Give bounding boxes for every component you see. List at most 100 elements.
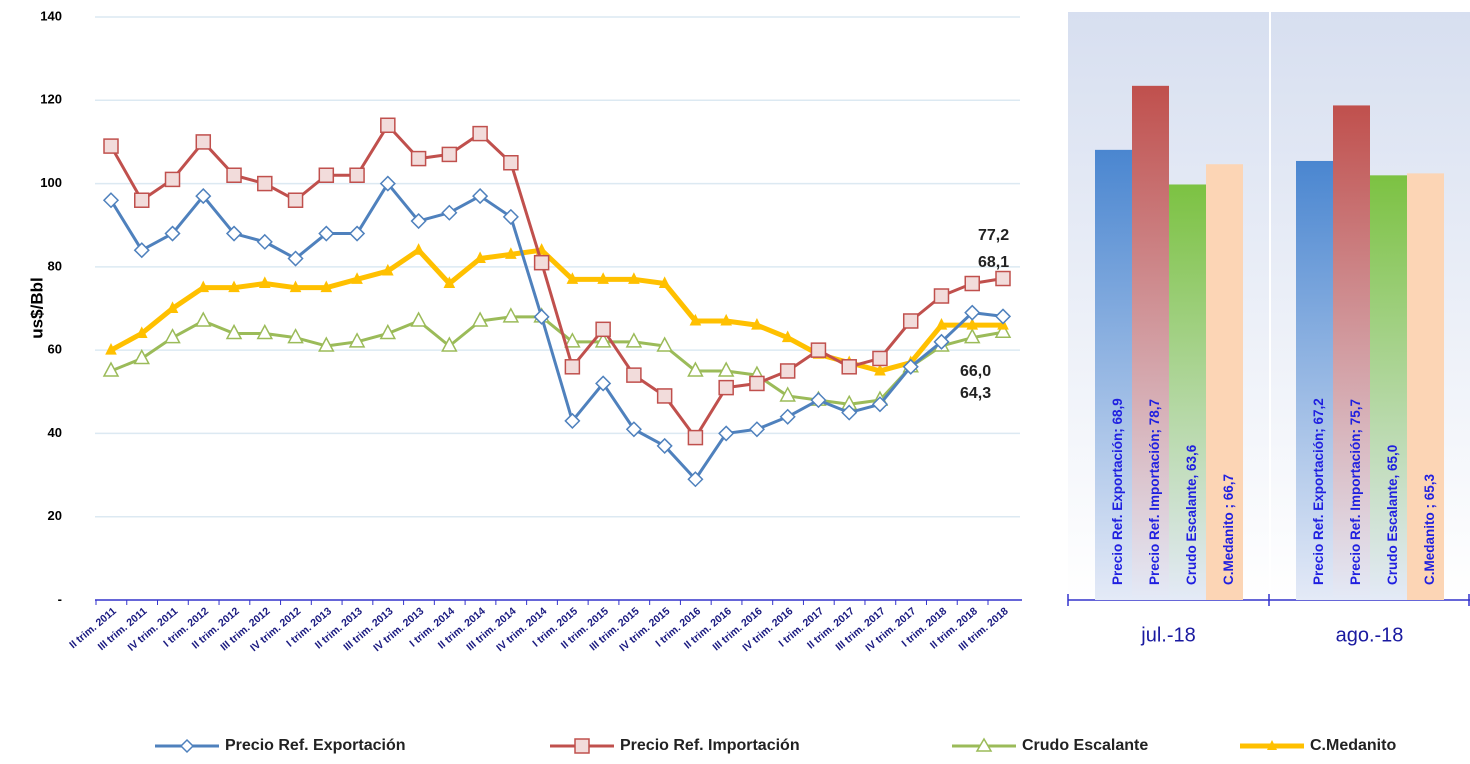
y-axis-label: us$/Bbl: [27, 277, 46, 338]
legend-label: Precio Ref. Importación: [620, 737, 800, 754]
marker: [718, 425, 735, 442]
marker: [318, 336, 335, 352]
marker: [225, 225, 243, 242]
marker: [228, 280, 240, 293]
marker: [841, 359, 857, 375]
legend-label: Crudo Escalante: [1022, 737, 1148, 754]
marker: [933, 333, 950, 350]
marker: [779, 386, 796, 402]
y-tick-label: 120: [40, 92, 62, 107]
marker: [779, 363, 796, 379]
marker: [564, 332, 581, 348]
marker: [382, 263, 394, 276]
y-tick-label: 40: [48, 425, 62, 440]
marker: [718, 379, 734, 396]
y-tick-label: -: [58, 591, 62, 606]
marker: [687, 429, 704, 446]
marker: [225, 323, 243, 340]
marker: [564, 412, 581, 429]
marker: [594, 332, 612, 348]
bar: [1095, 149, 1132, 600]
marker: [658, 276, 671, 289]
legend-marker: [574, 738, 590, 754]
marker: [628, 272, 640, 284]
data-label: 66,0: [960, 363, 991, 380]
marker: [902, 313, 919, 329]
marker: [874, 363, 886, 376]
bar: [1333, 105, 1370, 600]
marker: [502, 307, 520, 323]
marker: [256, 233, 273, 250]
marker: [625, 421, 642, 438]
marker: [412, 243, 425, 255]
bar: [1370, 175, 1407, 601]
marker: [505, 247, 517, 259]
marker: [289, 280, 302, 293]
marker: [166, 301, 179, 313]
marker: [472, 188, 489, 205]
marker: [351, 272, 363, 284]
marker: [133, 242, 150, 259]
marker: [597, 272, 609, 284]
legend-marker: [179, 738, 195, 754]
marker: [379, 175, 396, 192]
marker: [779, 408, 796, 425]
marker: [781, 330, 794, 343]
marker: [871, 396, 889, 413]
bar-label: Precio Ref. Importación; 78,7: [1147, 399, 1162, 585]
marker: [320, 280, 333, 293]
marker: [717, 361, 735, 377]
bar: [1296, 160, 1333, 600]
marker: [410, 212, 427, 230]
marker: [164, 225, 181, 242]
marker: [994, 322, 1012, 338]
data-label: 68,1: [978, 254, 1009, 271]
legend-label: C.Medanito: [1310, 737, 1396, 754]
marker: [751, 318, 763, 330]
bar-label: C.Medanito ; 66,7: [1221, 474, 1236, 585]
marker: [994, 308, 1012, 325]
marker: [380, 117, 396, 134]
legend-label: Precio Ref. Exportación: [225, 737, 406, 754]
data-label: 77,2: [978, 227, 1009, 244]
marker: [135, 326, 148, 338]
marker: [566, 272, 579, 284]
marker: [872, 350, 888, 367]
marker: [810, 342, 827, 358]
bar: [1407, 173, 1444, 600]
legend-marker: [975, 737, 993, 752]
marker: [656, 388, 673, 404]
marker: [720, 313, 732, 326]
marker: [474, 251, 486, 264]
marker: [287, 250, 304, 267]
marker: [134, 192, 150, 208]
bar-label: C.Medanito ; 65,3: [1422, 473, 1437, 585]
bar-label: Precio Ref. Importación; 75,7: [1348, 399, 1363, 585]
marker: [533, 308, 550, 325]
data-label: 64,3: [960, 385, 991, 402]
marker: [102, 192, 120, 209]
marker: [656, 336, 673, 352]
marker: [287, 192, 304, 208]
y-tick-label: 20: [48, 508, 62, 523]
bar: [1206, 164, 1243, 600]
bar-label: Crudo Escalante, 63,6: [1184, 444, 1199, 585]
marker: [349, 167, 365, 183]
marker: [502, 208, 519, 225]
marker: [318, 167, 335, 183]
marker: [287, 328, 304, 344]
marker: [410, 311, 427, 327]
marker: [749, 375, 765, 392]
marker: [687, 361, 704, 377]
marker: [810, 392, 827, 409]
marker: [441, 336, 458, 352]
marker: [902, 358, 919, 375]
bar-label: Crudo Escalante, 65,0: [1385, 445, 1400, 585]
marker: [841, 404, 858, 421]
marker: [595, 375, 612, 392]
marker: [257, 175, 273, 192]
marker: [195, 188, 212, 205]
marker: [349, 225, 366, 242]
y-tick-label: 100: [40, 175, 62, 190]
